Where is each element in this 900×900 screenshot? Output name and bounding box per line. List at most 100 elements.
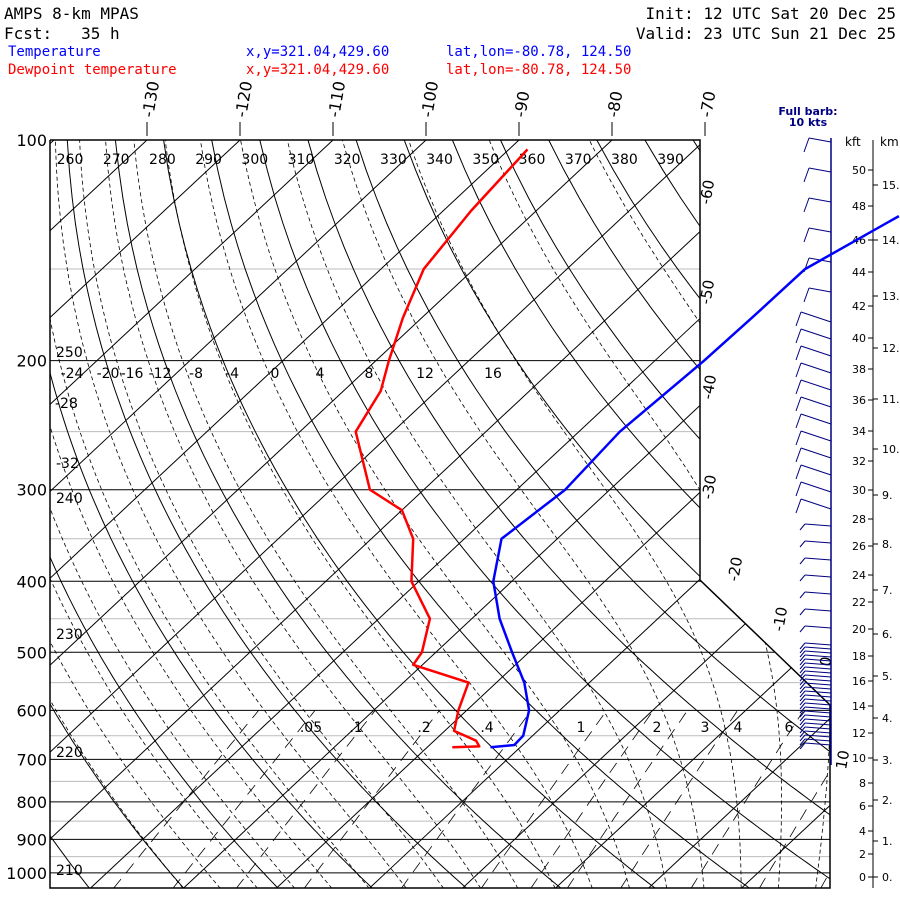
- isotherm-line: [182, 140, 830, 888]
- isotherm-line: [89, 140, 830, 888]
- wind-barb: [800, 413, 832, 425]
- wind-barb-feather: [799, 608, 806, 616]
- dry-adiabat-line: [163, 140, 656, 888]
- isotherm-side-label: 10: [832, 749, 853, 771]
- dry-adiabat-line: [211, 140, 751, 888]
- moist-adiabat-line: [488, 140, 783, 888]
- wind-barb: [800, 430, 832, 442]
- isotherm-side-label: -60: [696, 178, 718, 205]
- isotherm-line: [50, 140, 613, 888]
- wind-barb: [804, 686, 832, 690]
- wind-barb-feather: [799, 734, 806, 742]
- wind-barb-feather: [803, 287, 810, 303]
- wind-barb-feather: [795, 362, 802, 378]
- moist-adiabat-line: [342, 140, 705, 888]
- pressure-label: 800: [16, 793, 47, 812]
- kft-title: kft: [845, 135, 861, 149]
- moist-adiabat-line: [200, 140, 593, 888]
- isotherm-line: [50, 140, 241, 888]
- wind-barb-feather: [799, 674, 806, 682]
- wind-barb-feather: [799, 726, 806, 734]
- mixing-ratio-line: [620, 710, 738, 888]
- isotherm-side-label: -30: [698, 473, 720, 500]
- wind-barb-feather: [799, 730, 806, 738]
- wind-barb-feather: [799, 591, 806, 599]
- pressure-label: 700: [16, 750, 47, 769]
- legend-dewpoint-label: Dewpoint temperature: [8, 62, 177, 78]
- mixing-ratio-label: 3: [701, 720, 710, 736]
- wind-barb: [800, 447, 832, 459]
- dry-adiabat-label: 260: [57, 152, 84, 168]
- dry-adiabat-label: 360: [519, 152, 546, 168]
- dry-adiabat-label: 340: [426, 152, 453, 168]
- wind-barb-feather: [799, 646, 806, 654]
- mixing-ratio-label: 6: [785, 720, 794, 736]
- mixing-ratio-line: [303, 710, 440, 888]
- km-title: km: [880, 135, 899, 149]
- wind-barb-feather: [795, 498, 802, 514]
- dry-adiabat-line: [692, 140, 830, 888]
- dry-adiabat-line: [548, 140, 830, 888]
- kft-label: 38: [852, 363, 866, 376]
- wind-barb-feather: [803, 137, 810, 153]
- sounding-curves: [354, 148, 900, 749]
- mixing-ratio-label: .2: [417, 720, 430, 736]
- dewpoint-curve: [354, 148, 529, 749]
- wind-barb-feather: [799, 658, 806, 666]
- isotherm-line: [50, 140, 55, 888]
- wind-barb: [800, 396, 832, 408]
- wind-barb-feather: [795, 328, 802, 344]
- moist-adiabat-label: -16: [121, 366, 144, 382]
- wind-barb-feather: [799, 654, 806, 662]
- moist-adiabat-line: [50, 140, 184, 888]
- wind-barb: [804, 646, 832, 650]
- wind-barb: [804, 694, 832, 698]
- dry-adiabat-label: 290: [195, 152, 222, 168]
- model-title: AMPS 8-km MPAS: [4, 4, 139, 23]
- wind-barb: [804, 742, 832, 746]
- dry-adiabat-left-label: 220: [56, 745, 83, 761]
- kft-label: 30: [852, 484, 866, 497]
- kft-label: 2: [859, 848, 866, 861]
- wind-barb-feather: [799, 686, 806, 694]
- wind-barb: [804, 690, 832, 694]
- kft-label: 22: [852, 596, 866, 609]
- wind-barb: [804, 670, 832, 674]
- km-label: 14.: [882, 234, 900, 247]
- dry-adiabat-line: [50, 140, 373, 888]
- mixing-ratio-line: [172, 710, 316, 888]
- moist-adiabat-line: [240, 140, 630, 888]
- mixing-ratio-line: [235, 710, 376, 888]
- wind-barb-feather: [803, 197, 810, 213]
- wind-barb-feather: [799, 682, 806, 690]
- wind-barb: [800, 362, 832, 374]
- wind-barb-feather: [799, 574, 806, 582]
- wind-barb: [804, 658, 832, 662]
- wind-barb: [804, 682, 832, 686]
- wind-barb-feather: [799, 714, 806, 722]
- isotherm-side-label: -10: [769, 605, 791, 632]
- wind-barb-feather: [799, 690, 806, 698]
- moist-adiabat-line: [50, 140, 221, 888]
- dry-adiabat-line: [259, 140, 830, 888]
- kft-label: 20: [852, 623, 866, 636]
- kft-label: 0: [859, 871, 866, 884]
- wind-barb-feather: [795, 464, 802, 480]
- wind-barb: [800, 481, 832, 493]
- km-label: 5.: [882, 670, 893, 683]
- wind-barb-feather: [799, 650, 806, 658]
- moist-adiabat-label: -12: [149, 366, 172, 382]
- mixing-ratio-line: [480, 710, 608, 888]
- kft-label: 6: [859, 800, 866, 813]
- wind-barb: [804, 734, 832, 738]
- wind-barb: [804, 666, 832, 670]
- isotherm-line: [50, 140, 706, 888]
- mixing-ratio-label: 4: [734, 720, 743, 736]
- kft-label: 18: [852, 650, 866, 663]
- wind-barb: [804, 523, 832, 527]
- pressure-label: 400: [16, 572, 47, 591]
- kft-label: 32: [852, 455, 866, 468]
- pressure-label: 200: [16, 352, 47, 371]
- kft-label: 8: [859, 777, 866, 790]
